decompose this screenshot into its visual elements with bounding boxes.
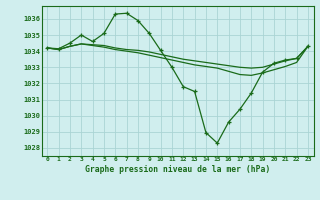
X-axis label: Graphe pression niveau de la mer (hPa): Graphe pression niveau de la mer (hPa)	[85, 165, 270, 174]
